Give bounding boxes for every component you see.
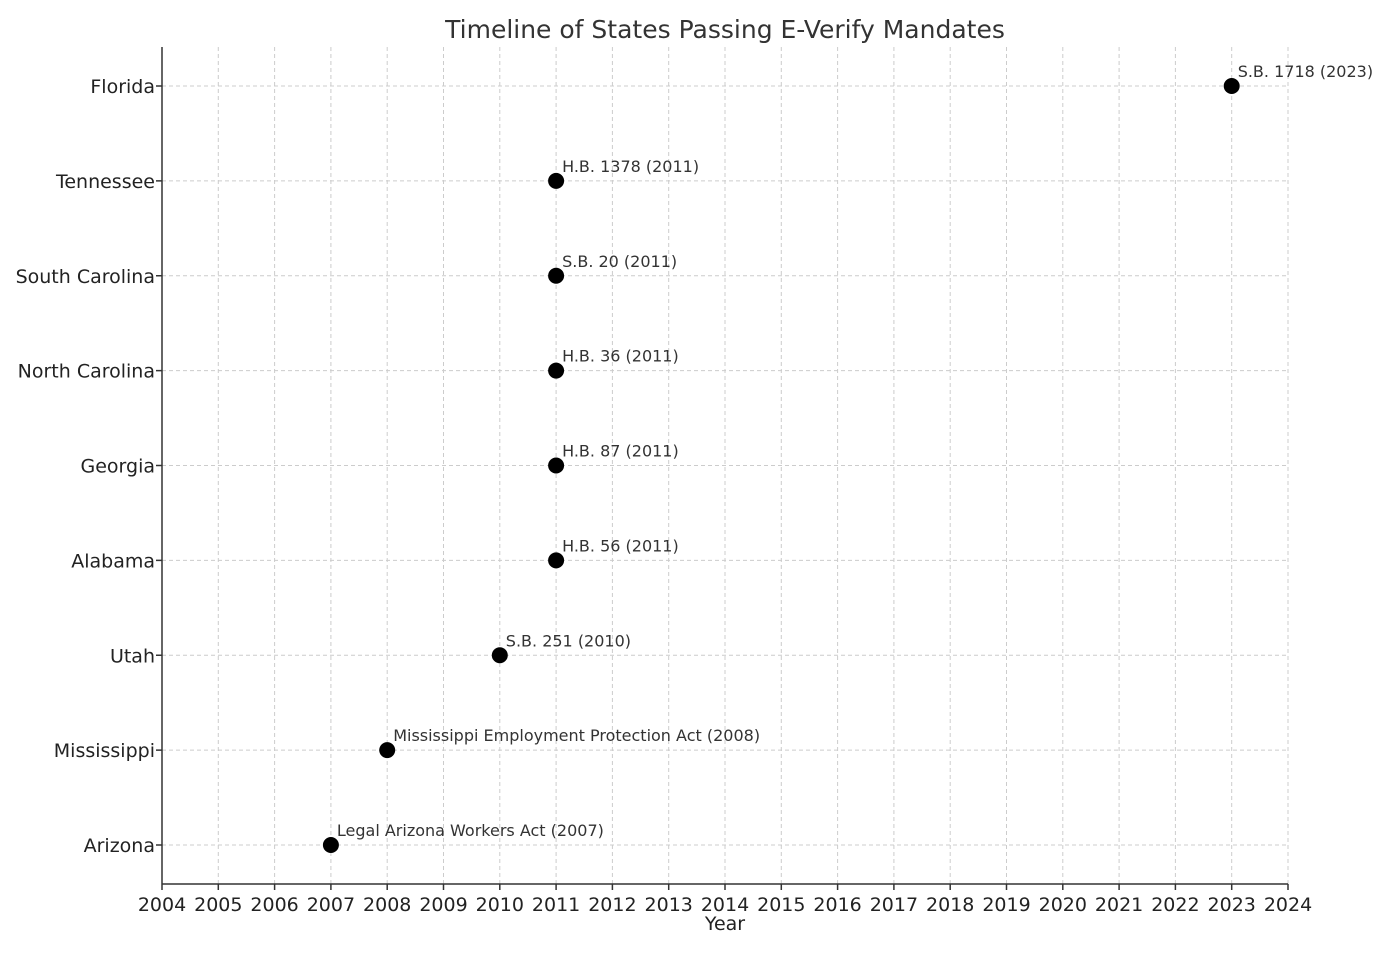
y-tick-label: Arizona: [84, 835, 155, 857]
x-tick-label: 2012: [588, 894, 636, 916]
y-tick-label: South Carolina: [16, 266, 155, 288]
y-tick-label: Alabama: [71, 550, 155, 572]
point-label: H.B. 56 (2011): [562, 536, 679, 555]
x-tick-label: 2020: [1039, 894, 1087, 916]
y-tick-label: Utah: [110, 645, 155, 667]
x-tick-label: 2017: [870, 894, 918, 916]
y-axis-ticks: Arizona Mississippi Utah Alabama Georgia Nort…: [16, 76, 162, 857]
y-tick-label: North Carolina: [18, 361, 155, 383]
point-label: H.B. 36 (2011): [562, 347, 679, 366]
data-point: [548, 362, 565, 379]
y-tick-label: Tennessee: [55, 171, 155, 193]
point-annotations: Legal Arizona Workers Act (2007) Mississi…: [337, 62, 1373, 840]
point-label: H.B. 1378 (2011): [562, 157, 699, 176]
y-tick-label: Florida: [90, 76, 155, 98]
data-point: [322, 837, 339, 853]
x-tick-label: 2021: [1095, 894, 1143, 916]
data-point: [379, 742, 396, 759]
x-tick-label: 2011: [532, 894, 580, 916]
x-tick-label: 2009: [419, 894, 467, 916]
x-tick-label: 2023: [1208, 894, 1256, 916]
point-label: S.B. 1718 (2023): [1238, 62, 1373, 81]
data-point: [548, 267, 565, 284]
x-tick-label: 2018: [926, 894, 974, 916]
grid-lines: [161, 47, 1289, 884]
point-label: S.B. 251 (2010): [506, 631, 631, 650]
x-tick-label: 2007: [307, 894, 355, 916]
data-point: [491, 647, 508, 664]
x-tick-label: 2006: [250, 894, 298, 916]
x-tick-label: 2005: [194, 894, 242, 916]
x-tick-label: 2013: [645, 894, 693, 916]
x-tick-label: 2019: [982, 894, 1030, 916]
data-point: [548, 552, 565, 569]
x-tick-label: 2024: [1264, 894, 1312, 916]
x-axis-ticks: 2004 2005 2006 2007 2008 2009 2010 2011 2012 2013…: [138, 884, 1312, 916]
x-tick-label: 2014: [701, 894, 749, 916]
x-tick-label: 2010: [476, 894, 524, 916]
x-tick-label: 2008: [363, 894, 411, 916]
x-tick-label: 2022: [1151, 894, 1199, 916]
data-point: [1223, 78, 1240, 94]
y-tick-label: Mississippi: [54, 740, 155, 762]
x-tick-label: 2015: [757, 894, 805, 916]
x-tick-label: 2004: [138, 894, 186, 916]
point-label: H.B. 87 (2011): [562, 442, 679, 461]
point-label: Mississippi Employment Protection Act (2…: [393, 726, 760, 745]
y-tick-label: Georgia: [81, 456, 156, 478]
data-point: [548, 172, 565, 189]
data-points: [322, 78, 1240, 853]
point-label: Legal Arizona Workers Act (2007): [337, 821, 604, 840]
point-label: S.B. 20 (2011): [562, 252, 677, 271]
x-tick-label: 2016: [813, 894, 861, 916]
chart-title: Timeline of States Passing E-Verify Mand…: [444, 15, 1005, 44]
data-point: [548, 457, 565, 474]
x-axis-label: Year: [704, 913, 745, 935]
